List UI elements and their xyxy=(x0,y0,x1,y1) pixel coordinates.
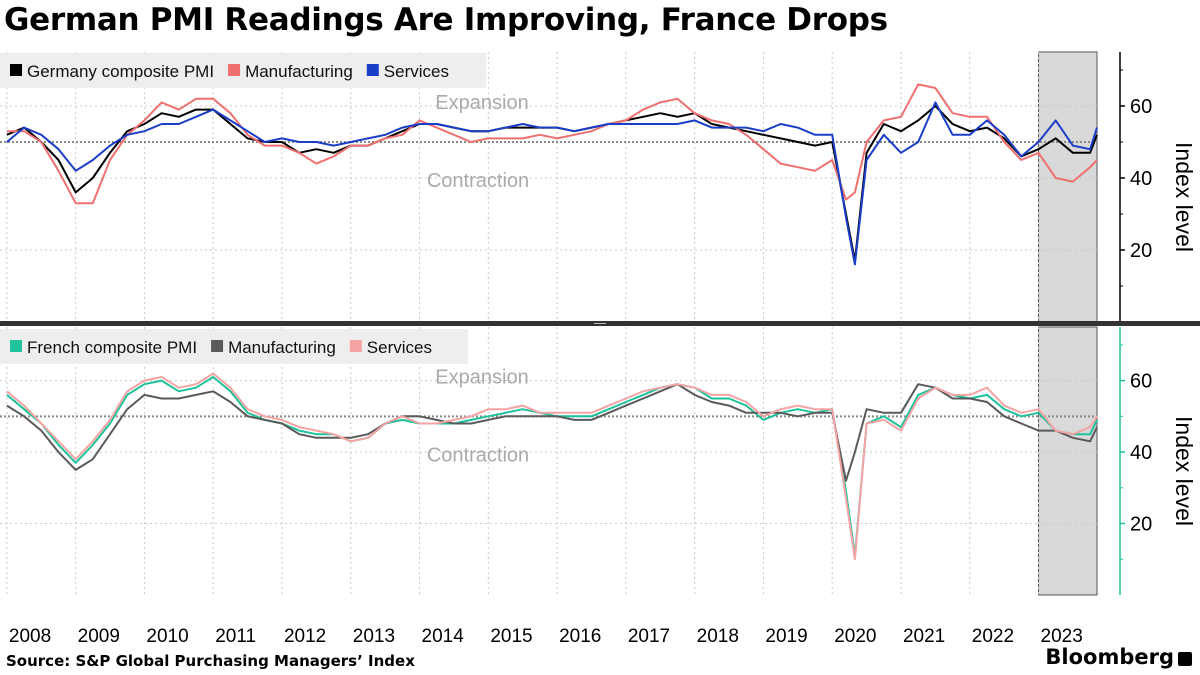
y-axis-label: Index level xyxy=(1171,416,1197,526)
source-note: Source: S&P Global Purchasing Managers’ … xyxy=(6,652,415,670)
y-axis-label: Index level xyxy=(1171,142,1197,252)
x-tick-label: 2014 xyxy=(422,626,465,647)
legend-label-france_manufacturing: Manufacturing xyxy=(228,338,336,357)
y-tick-label: 60 xyxy=(1130,371,1152,393)
y-tick-label: 20 xyxy=(1130,514,1152,536)
y-tick-label: 40 xyxy=(1130,168,1152,190)
y-tick-label: 60 xyxy=(1130,96,1152,118)
panel-france: Expansion Contraction 20 40 60 Index level Fre… xyxy=(0,326,1197,596)
series-line-germany_services xyxy=(6,101,1098,266)
series-line-france_composite xyxy=(6,376,1098,557)
legend-swatch-france_manufacturing xyxy=(211,340,224,352)
y-tick-label: 40 xyxy=(1130,442,1152,464)
x-tick-label: 2015 xyxy=(490,626,532,647)
x-tick-label: 2023 xyxy=(1041,626,1083,647)
highlight-band xyxy=(1038,326,1098,596)
legend-background xyxy=(0,329,468,364)
highlight-band xyxy=(1038,51,1098,323)
x-tick-label: 2022 xyxy=(972,626,1014,647)
series-line-germany_composite xyxy=(6,105,1098,262)
legend-swatch-france_services xyxy=(349,340,362,352)
legend-background xyxy=(0,53,486,88)
annotation-expansion: Expansion xyxy=(435,92,528,114)
chart-title: German PMI Readings Are Improving, Franc… xyxy=(4,2,888,38)
x-tick-label: 2009 xyxy=(78,626,120,647)
legend-label-germany_composite: Germany composite PMI xyxy=(27,62,214,81)
series-line-france_manufacturing xyxy=(6,383,1098,482)
legend-swatch-germany_composite xyxy=(10,64,22,76)
series-line-germany_manufacturing xyxy=(6,83,1098,205)
x-tick-label: 2020 xyxy=(834,626,876,647)
annotation-contraction: Contraction xyxy=(427,170,529,192)
legend-label-germany_services: Services xyxy=(384,62,449,81)
x-tick-label: 2016 xyxy=(559,626,601,647)
legend-swatch-germany_services xyxy=(366,64,379,76)
x-tick-label: 2017 xyxy=(628,626,670,647)
x-tick-label: 2021 xyxy=(903,626,945,647)
legend-label-france_composite: French composite PMI xyxy=(27,338,197,357)
series-line-france_services xyxy=(6,372,1098,561)
x-tick-label: 2011 xyxy=(215,626,256,647)
panel-germany: Expansion Contraction 20 40 60 Index level Ger… xyxy=(0,51,1197,323)
legend-label-germany_manufacturing: Manufacturing xyxy=(245,62,353,81)
brand-name: Bloomberg xyxy=(1045,645,1174,669)
y-tick-label: 20 xyxy=(1130,240,1152,262)
brand-logo: Bloomberg xyxy=(1045,645,1192,669)
legend-swatch-france_composite xyxy=(10,340,22,352)
x-tick-label: 2010 xyxy=(146,626,188,647)
brand-mark-icon xyxy=(1178,652,1192,666)
x-tick-label: 2008 xyxy=(9,626,51,647)
x-tick-label: 2013 xyxy=(353,626,395,647)
annotation-contraction: Contraction xyxy=(427,444,529,466)
x-tick-label: 2018 xyxy=(697,626,739,647)
x-tick-label: 2012 xyxy=(284,626,326,647)
x-tick-label: 2019 xyxy=(765,626,807,647)
legend-swatch-germany_manufacturing xyxy=(228,64,241,76)
legend: Germany composite PMI Manufacturing Servic… xyxy=(0,53,486,88)
annotation-expansion: Expansion xyxy=(435,366,528,388)
legend: French composite PMI Manufacturing Service… xyxy=(0,329,468,364)
legend-label-france_services: Services xyxy=(367,338,432,357)
